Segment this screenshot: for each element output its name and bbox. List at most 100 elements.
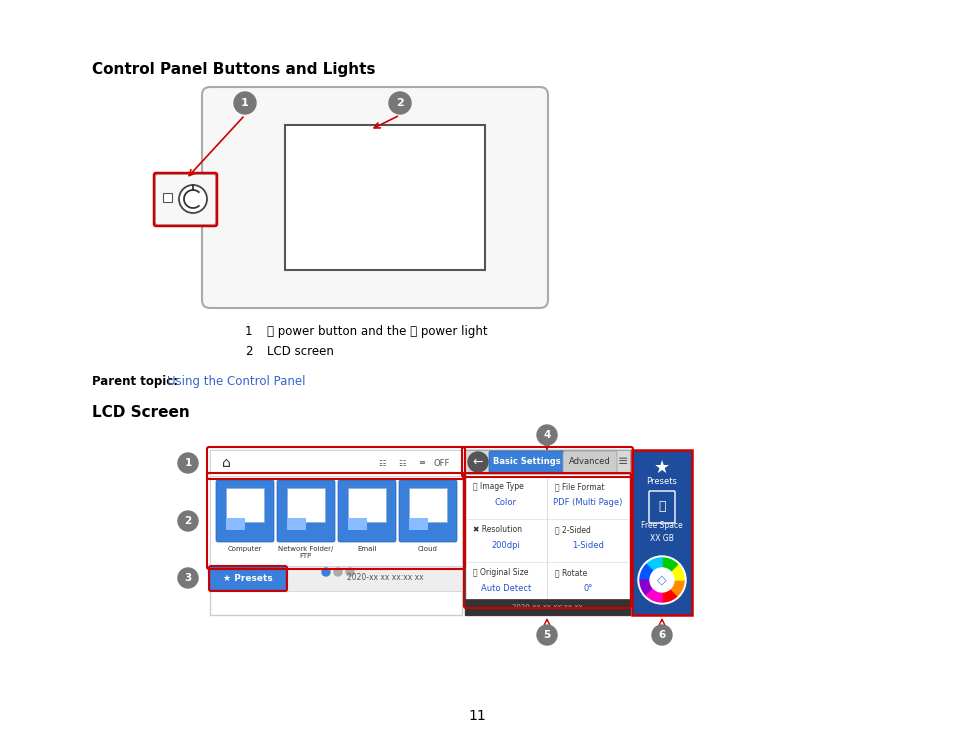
Text: 1: 1 — [245, 325, 253, 338]
Circle shape — [334, 568, 341, 576]
Text: Network Folder/
FTP: Network Folder/ FTP — [278, 546, 334, 559]
Text: Basic Settings: Basic Settings — [493, 458, 560, 466]
Circle shape — [468, 452, 488, 472]
Circle shape — [537, 625, 557, 645]
Bar — [348, 518, 367, 530]
Polygon shape — [639, 565, 661, 580]
FancyBboxPatch shape — [215, 480, 274, 542]
Text: 🔀 Rotate: 🔀 Rotate — [555, 568, 587, 577]
Text: Advanced: Advanced — [569, 458, 610, 466]
Bar — [464, 599, 629, 615]
FancyBboxPatch shape — [210, 567, 286, 590]
Text: ☷: ☷ — [397, 458, 405, 467]
Text: 4: 4 — [543, 430, 550, 440]
FancyBboxPatch shape — [648, 491, 675, 523]
Text: 📁 File Format: 📁 File Format — [555, 482, 604, 491]
Text: ★: ★ — [653, 459, 669, 477]
Text: Parent topic:: Parent topic: — [91, 375, 178, 388]
Bar — [210, 450, 461, 615]
Circle shape — [178, 568, 198, 588]
Circle shape — [638, 556, 685, 604]
FancyBboxPatch shape — [489, 451, 564, 473]
Text: 1-Sided: 1-Sided — [572, 541, 603, 550]
Text: ⌂: ⌂ — [221, 456, 230, 470]
Text: ◇: ◇ — [657, 573, 666, 587]
Polygon shape — [639, 580, 661, 596]
Bar — [348, 488, 386, 522]
FancyBboxPatch shape — [562, 451, 617, 473]
Bar — [409, 518, 428, 530]
Bar — [210, 476, 461, 566]
Text: Using the Control Panel: Using the Control Panel — [167, 375, 305, 388]
Bar — [287, 488, 325, 522]
Text: ≡: ≡ — [418, 458, 425, 467]
Text: 2: 2 — [184, 516, 192, 526]
Polygon shape — [646, 558, 661, 580]
Polygon shape — [661, 558, 677, 580]
FancyBboxPatch shape — [276, 480, 335, 542]
Circle shape — [233, 92, 255, 114]
FancyBboxPatch shape — [202, 87, 547, 308]
Text: Auto Detect: Auto Detect — [480, 584, 531, 593]
Circle shape — [178, 511, 198, 531]
Text: 📄 Image Type: 📄 Image Type — [473, 482, 523, 491]
FancyBboxPatch shape — [337, 480, 395, 542]
Text: ⏻ power button and the ⏻ power light: ⏻ power button and the ⏻ power light — [267, 325, 487, 338]
Text: 11: 11 — [468, 709, 485, 723]
Polygon shape — [661, 565, 683, 580]
Circle shape — [651, 625, 671, 645]
Text: Email: Email — [357, 546, 376, 552]
Text: Cloud: Cloud — [417, 546, 437, 552]
Circle shape — [178, 453, 198, 473]
Text: Control Panel Buttons and Lights: Control Panel Buttons and Lights — [91, 62, 375, 77]
Text: 6: 6 — [658, 630, 665, 640]
Bar — [226, 518, 245, 530]
Circle shape — [389, 92, 411, 114]
Text: 📱: 📱 — [658, 500, 665, 514]
Text: ☷: ☷ — [377, 458, 385, 467]
Text: LCD Screen: LCD Screen — [91, 405, 190, 420]
Text: ★ Presets: ★ Presets — [223, 573, 273, 582]
Text: 200dpi: 200dpi — [491, 541, 520, 550]
FancyBboxPatch shape — [398, 480, 456, 542]
Text: PDF (Multi Page): PDF (Multi Page) — [553, 498, 622, 507]
Bar — [210, 450, 461, 476]
Text: 3: 3 — [184, 573, 192, 583]
Text: 5: 5 — [543, 630, 550, 640]
Text: ✖ Resolution: ✖ Resolution — [473, 525, 521, 534]
Text: OFF: OFF — [434, 458, 450, 467]
Bar — [409, 488, 447, 522]
Text: 2: 2 — [245, 345, 253, 358]
Circle shape — [537, 425, 557, 445]
Bar — [210, 566, 461, 591]
Circle shape — [649, 568, 673, 592]
Text: 📄 2-Sided: 📄 2-Sided — [555, 525, 590, 534]
Text: 1: 1 — [184, 458, 192, 468]
Text: ←: ← — [473, 455, 483, 469]
Bar — [464, 450, 629, 474]
Bar — [285, 125, 484, 270]
Circle shape — [346, 568, 354, 576]
Polygon shape — [661, 580, 677, 602]
Text: ≡: ≡ — [618, 455, 628, 469]
Text: 2: 2 — [395, 98, 403, 108]
Text: Presets: Presets — [646, 477, 677, 486]
Text: 2020-xx xx xx:xx xx: 2020-xx xx xx:xx xx — [346, 573, 423, 582]
Text: LCD screen: LCD screen — [267, 345, 334, 358]
Bar — [226, 488, 264, 522]
Text: 0°: 0° — [582, 584, 592, 593]
Circle shape — [179, 185, 207, 213]
Bar — [163, 193, 172, 202]
Bar — [287, 518, 306, 530]
Text: 1: 1 — [241, 98, 249, 108]
Text: 📄 Original Size: 📄 Original Size — [473, 568, 528, 577]
Bar — [631, 450, 691, 615]
Text: Free Space
XX GB: Free Space XX GB — [640, 521, 682, 542]
Text: 2020-xx xx xx:xx xx: 2020-xx xx xx:xx xx — [511, 604, 581, 610]
Polygon shape — [661, 580, 683, 596]
Bar — [464, 450, 629, 615]
Text: Computer: Computer — [228, 546, 262, 552]
Polygon shape — [646, 580, 661, 602]
FancyBboxPatch shape — [154, 174, 215, 225]
Text: Color: Color — [495, 498, 517, 507]
